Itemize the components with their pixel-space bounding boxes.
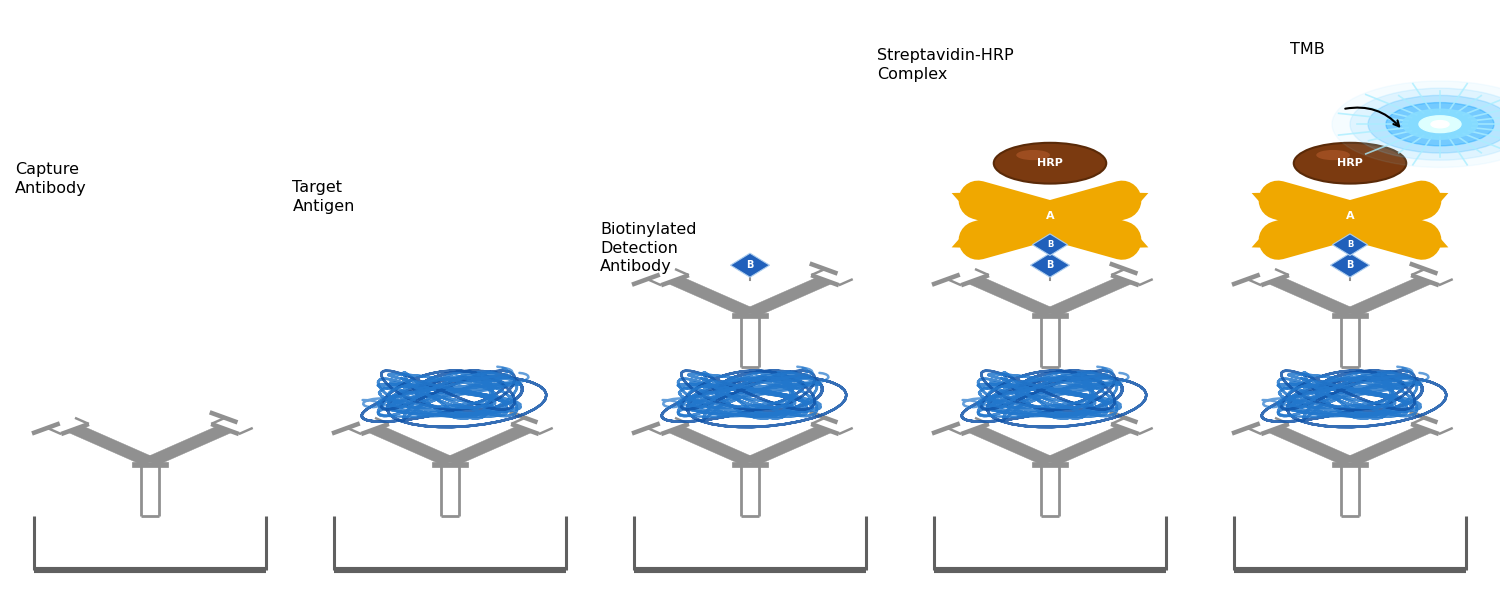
Polygon shape bbox=[968, 277, 1058, 316]
Polygon shape bbox=[142, 426, 232, 465]
Circle shape bbox=[1368, 95, 1500, 153]
Circle shape bbox=[1350, 88, 1500, 160]
Polygon shape bbox=[668, 277, 758, 316]
Polygon shape bbox=[1268, 426, 1358, 465]
Polygon shape bbox=[1251, 192, 1292, 208]
Ellipse shape bbox=[1017, 150, 1050, 160]
Polygon shape bbox=[432, 462, 468, 467]
Polygon shape bbox=[1032, 234, 1068, 256]
Polygon shape bbox=[1030, 253, 1069, 277]
Polygon shape bbox=[968, 426, 1058, 465]
Polygon shape bbox=[1330, 253, 1370, 277]
Text: A: A bbox=[1046, 211, 1054, 221]
Polygon shape bbox=[1042, 426, 1132, 465]
Polygon shape bbox=[1032, 313, 1068, 318]
Polygon shape bbox=[1108, 192, 1149, 208]
Text: Capture
Antibody: Capture Antibody bbox=[15, 162, 87, 196]
Text: B: B bbox=[1347, 240, 1353, 249]
Text: HRP: HRP bbox=[1036, 158, 1064, 168]
Polygon shape bbox=[730, 253, 770, 277]
Text: A: A bbox=[1346, 211, 1354, 221]
Text: B: B bbox=[1047, 260, 1053, 270]
Ellipse shape bbox=[1317, 150, 1350, 160]
Polygon shape bbox=[1042, 277, 1132, 316]
Polygon shape bbox=[1342, 277, 1432, 316]
Polygon shape bbox=[1332, 462, 1368, 467]
Text: Streptavidin-HRP
Complex: Streptavidin-HRP Complex bbox=[878, 48, 1014, 82]
Polygon shape bbox=[1332, 313, 1368, 318]
Circle shape bbox=[1419, 116, 1461, 133]
Polygon shape bbox=[1251, 232, 1292, 248]
Polygon shape bbox=[1032, 462, 1068, 467]
Ellipse shape bbox=[993, 143, 1106, 184]
Polygon shape bbox=[1108, 232, 1149, 248]
Text: B: B bbox=[747, 260, 753, 270]
Polygon shape bbox=[1342, 426, 1432, 465]
Text: Target
Antigen: Target Antigen bbox=[292, 180, 356, 214]
Polygon shape bbox=[951, 192, 992, 208]
Circle shape bbox=[1332, 81, 1500, 167]
Text: TMB: TMB bbox=[1290, 42, 1324, 57]
Circle shape bbox=[1386, 103, 1494, 146]
Polygon shape bbox=[132, 462, 168, 467]
Text: B: B bbox=[1047, 240, 1053, 249]
Circle shape bbox=[1431, 121, 1449, 128]
Polygon shape bbox=[442, 426, 532, 465]
Polygon shape bbox=[951, 232, 992, 248]
Polygon shape bbox=[1408, 232, 1449, 248]
Polygon shape bbox=[1268, 277, 1358, 316]
Text: Biotinylated
Detection
Antibody: Biotinylated Detection Antibody bbox=[600, 222, 696, 274]
Polygon shape bbox=[1408, 192, 1449, 208]
Polygon shape bbox=[668, 426, 758, 465]
Polygon shape bbox=[732, 462, 768, 467]
Text: HRP: HRP bbox=[1336, 158, 1364, 168]
Polygon shape bbox=[742, 426, 833, 465]
Polygon shape bbox=[732, 313, 768, 318]
Polygon shape bbox=[742, 277, 833, 316]
Circle shape bbox=[1402, 109, 1478, 139]
Ellipse shape bbox=[1293, 143, 1407, 184]
Text: B: B bbox=[1347, 260, 1353, 270]
Polygon shape bbox=[368, 426, 458, 465]
Polygon shape bbox=[68, 426, 158, 465]
Polygon shape bbox=[1332, 234, 1368, 256]
